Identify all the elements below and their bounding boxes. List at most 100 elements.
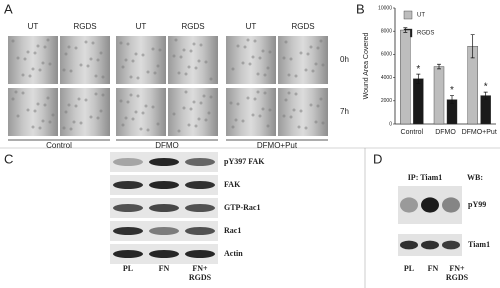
cell (182, 48, 186, 52)
cell (134, 110, 138, 114)
cell (16, 114, 20, 118)
band-label: Actin (224, 249, 243, 258)
cell (14, 90, 18, 94)
panel-label: D (373, 151, 382, 166)
cell (46, 96, 50, 100)
cell (319, 97, 323, 101)
y-tick-label: 10000 (378, 5, 392, 11)
cell (243, 45, 247, 49)
legend-swatch (403, 10, 413, 20)
cell (297, 125, 301, 129)
annotation: * (450, 85, 454, 96)
cell (48, 62, 52, 66)
group-label: DFMO (155, 141, 179, 150)
group-label: Control (46, 141, 72, 150)
cell (258, 56, 262, 60)
blot-band (149, 227, 179, 235)
cell (314, 120, 318, 124)
cell (126, 100, 130, 104)
micrograph (8, 36, 58, 84)
cell (84, 98, 88, 102)
cell (316, 104, 320, 108)
cell (197, 59, 201, 63)
blot-band (149, 158, 179, 166)
cell (256, 90, 260, 94)
cell (69, 69, 73, 73)
cell (321, 121, 325, 125)
cell (126, 42, 130, 46)
cell (187, 123, 191, 127)
x-tick-label: Control (401, 129, 424, 136)
cell (192, 42, 196, 46)
cell (192, 100, 196, 104)
cell (248, 62, 252, 66)
cell (131, 117, 135, 121)
lane-label: FN+ RGDS (189, 264, 212, 282)
cell (177, 129, 181, 133)
bar (433, 66, 445, 125)
cell (184, 90, 188, 94)
y-tick-label: 4000 (381, 75, 392, 81)
cell (119, 41, 123, 45)
cell (131, 59, 135, 63)
cell (48, 120, 52, 124)
error-bar (450, 95, 454, 105)
micrograph (278, 36, 328, 84)
lane-label: FN+ RGDS (446, 264, 469, 282)
cell (287, 73, 291, 77)
cell (292, 108, 296, 112)
annotation: * (484, 82, 488, 93)
cell (234, 118, 238, 122)
micrograph (226, 88, 276, 136)
cell (268, 50, 272, 54)
cell (207, 111, 211, 115)
blot-band (113, 227, 143, 235)
bar (413, 78, 424, 125)
cell (151, 105, 155, 109)
band-label: pY397 FAK (224, 157, 265, 166)
cell (77, 97, 81, 101)
cell (182, 106, 186, 110)
lane-label: FN (159, 264, 170, 273)
cell (41, 61, 45, 65)
micrograph (168, 88, 218, 136)
panel-label: C (4, 151, 13, 166)
blot-band (149, 181, 179, 189)
panel-label: A (4, 1, 13, 16)
blot-band (113, 158, 143, 166)
cell (21, 73, 25, 77)
cell (64, 110, 68, 114)
column-label: UT (136, 22, 147, 31)
blot-band (185, 181, 215, 189)
cell (309, 45, 313, 49)
cell (91, 41, 95, 45)
cell (26, 50, 30, 54)
micrograph (278, 88, 328, 136)
cell (263, 91, 267, 95)
legend-label: RGDS (417, 31, 434, 37)
cell (89, 57, 93, 61)
cell (67, 103, 71, 107)
cell (146, 128, 150, 132)
cell (199, 101, 203, 105)
cell (94, 92, 98, 96)
cell (124, 58, 128, 62)
cell (261, 49, 265, 53)
cell (74, 104, 78, 108)
cell (316, 46, 320, 50)
cell (31, 67, 35, 71)
cell (229, 101, 233, 105)
cell (256, 72, 260, 76)
cell (306, 52, 310, 56)
cell (241, 119, 245, 123)
blot-band (185, 250, 215, 258)
cell (84, 40, 88, 44)
annotation: * (416, 64, 420, 75)
cell (121, 65, 125, 69)
y-tick-label: 8000 (381, 29, 392, 35)
cell (136, 76, 140, 80)
cell (64, 52, 68, 56)
cell (204, 118, 208, 122)
error-bar (403, 27, 408, 33)
